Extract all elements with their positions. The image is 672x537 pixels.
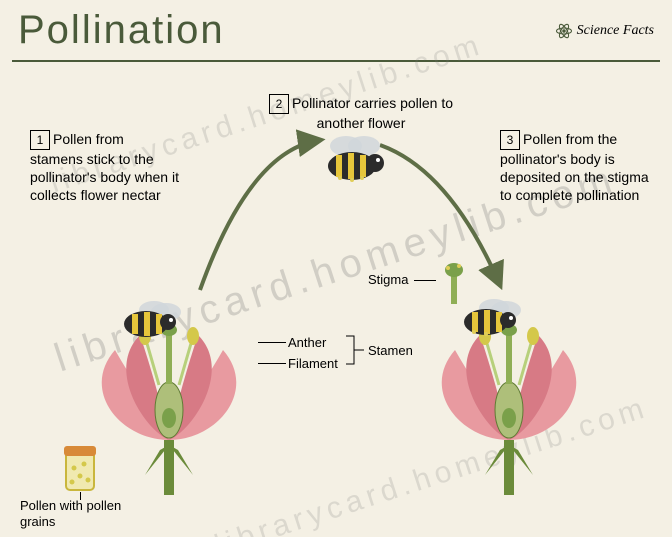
label-stamen: Stamen <box>368 343 413 358</box>
label-pollen-grains: Pollen with pollen grains <box>20 498 130 529</box>
leader-stigma <box>414 280 436 281</box>
step-2-label: 2Pollinator carries pollen to another fl… <box>256 94 466 132</box>
step-2-num: 2 <box>269 94 289 114</box>
leader-anther <box>258 342 286 343</box>
step-3-num: 3 <box>500 130 520 150</box>
step-3-text: Pollen from the pollinator's body is dep… <box>500 131 649 203</box>
label-stigma: Stigma <box>368 272 408 287</box>
diagram-canvas: Pollination Science Facts librarycard.ho… <box>0 0 672 537</box>
step-1-num: 1 <box>30 130 50 150</box>
leader-pollen <box>80 492 81 500</box>
step-2-text: Pollinator carries pollen to another flo… <box>292 95 453 131</box>
pollen-jar <box>56 440 106 500</box>
bee-flying <box>312 130 396 194</box>
step-1-text: Pollen from stamens stick to the pollina… <box>30 131 179 203</box>
label-anther: Anther <box>288 335 326 350</box>
bee-left <box>108 290 188 350</box>
step-1-label: 1Pollen from stamens stick to the pollin… <box>30 130 180 205</box>
leader-filament <box>258 363 286 364</box>
step-3-label: 3Pollen from the pollinator's body is de… <box>500 130 660 205</box>
stigma-callout <box>435 260 475 310</box>
label-filament: Filament <box>288 356 338 371</box>
